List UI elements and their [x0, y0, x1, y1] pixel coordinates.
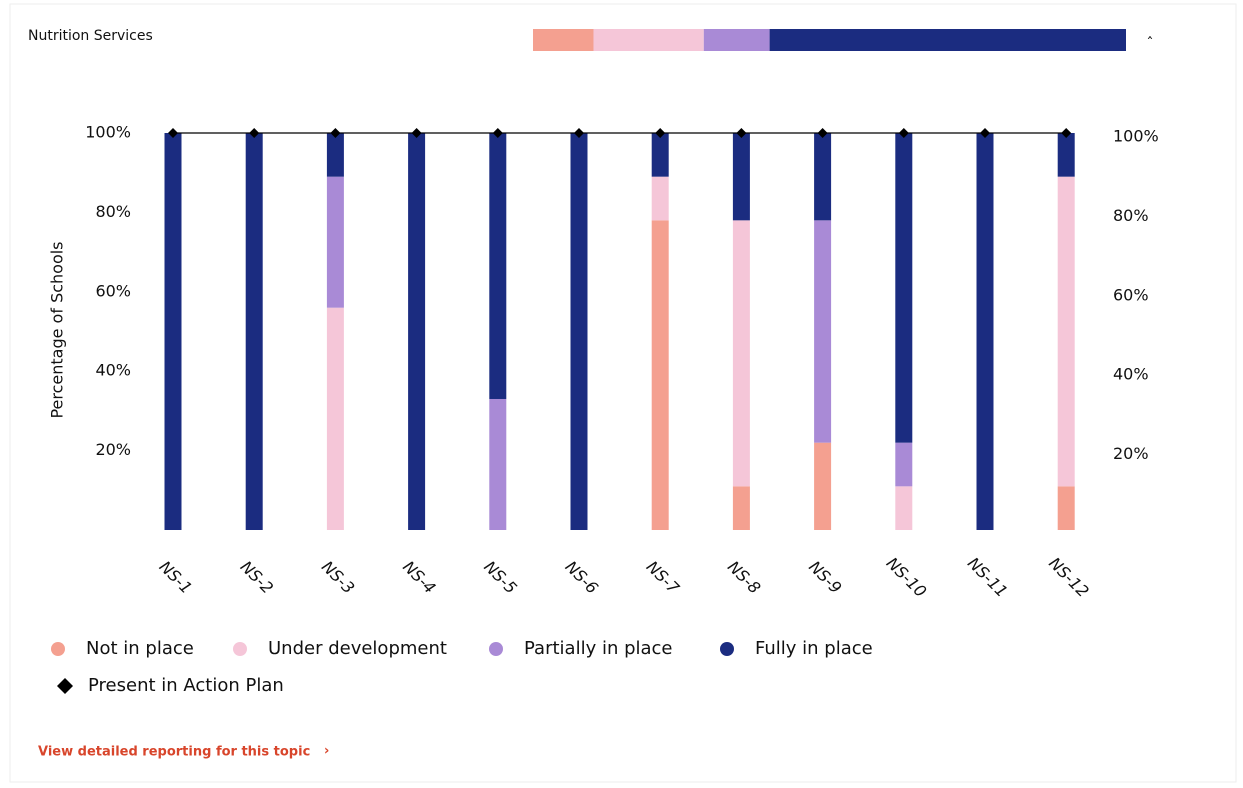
- action-plan-marker: [898, 128, 909, 138]
- action-plan-marker: [980, 128, 990, 138]
- y2-tick-label: 20%: [1113, 444, 1149, 463]
- action-plan-marker: [330, 128, 341, 138]
- action-plan-marker: [411, 128, 422, 138]
- y-tick-label: 20%: [95, 440, 131, 459]
- bar-segment: [326, 133, 344, 177]
- legend-marker: [233, 642, 247, 656]
- y-tick-label: 60%: [95, 281, 131, 300]
- action-plan-marker: [736, 128, 747, 138]
- action-plan-marker: [1061, 128, 1072, 138]
- y2-tick-label: 80%: [1113, 206, 1149, 225]
- bar-segment: [895, 442, 913, 487]
- y2-tick-label: 100%: [1113, 127, 1159, 146]
- legend-marker: [720, 642, 734, 656]
- summary-segment: [533, 29, 594, 51]
- bar-segment: [895, 133, 913, 443]
- action-plan-marker: [249, 128, 260, 138]
- bar-segment: [651, 220, 669, 530]
- bar-segment: [326, 176, 344, 308]
- bar-segment: [245, 133, 263, 530]
- legend-label: Partially in place: [524, 638, 673, 659]
- y-tick-label: 100%: [85, 123, 131, 142]
- bar-segment: [1057, 486, 1075, 530]
- y2-tick-label: 40%: [1113, 365, 1149, 384]
- section-title: Nutrition Services: [28, 28, 153, 44]
- action-plan-marker: [574, 128, 584, 138]
- bar-segment: [651, 176, 669, 221]
- summary-segment: [703, 29, 770, 51]
- detail-link[interactable]: View detailed reporting for this topic: [38, 745, 310, 760]
- bar-segment: [895, 486, 913, 530]
- bar-segment: [732, 486, 750, 530]
- link-arrow[interactable]: ›: [324, 744, 329, 759]
- bar-segment: [326, 307, 344, 530]
- legend-marker: [489, 642, 503, 656]
- action-plan-marker: [817, 128, 828, 138]
- bar-segment: [732, 220, 750, 487]
- summary-segment: [769, 29, 1126, 51]
- bar-segment: [1057, 176, 1075, 487]
- bar-segment: [651, 133, 669, 177]
- bar-segment: [814, 133, 832, 221]
- y2-tick-label: 60%: [1113, 285, 1149, 304]
- legend-label: Present in Action Plan: [88, 675, 284, 696]
- legend-marker: [57, 678, 73, 694]
- bar-segment: [570, 133, 588, 530]
- bar-segment: [814, 442, 832, 530]
- legend-marker: [51, 642, 65, 656]
- bar-segment: [489, 133, 507, 399]
- summary-bar: [533, 29, 1126, 51]
- legend-label: Under development: [268, 638, 447, 659]
- action-plan-marker: [492, 128, 503, 138]
- legend-label: Not in place: [86, 638, 194, 659]
- collapse-button[interactable]: ˆ: [1147, 36, 1154, 52]
- bar-segment: [489, 398, 507, 530]
- bar-segment: [732, 133, 750, 221]
- y-tick-label: 40%: [95, 361, 131, 380]
- bar-segment: [814, 220, 832, 443]
- action-plan-marker: [655, 128, 666, 138]
- bar-segment: [976, 133, 994, 530]
- legend-label: Fully in place: [755, 638, 873, 659]
- card-border: [9, 3, 1237, 783]
- bar-segment: [164, 133, 182, 530]
- y-tick-label: 80%: [95, 202, 131, 221]
- summary-segment: [593, 29, 704, 51]
- action-plan-marker: [168, 128, 178, 138]
- bar-segment: [1057, 133, 1075, 177]
- bar-segment: [408, 133, 426, 530]
- y-axis-title: Percentage of Schools: [48, 241, 67, 418]
